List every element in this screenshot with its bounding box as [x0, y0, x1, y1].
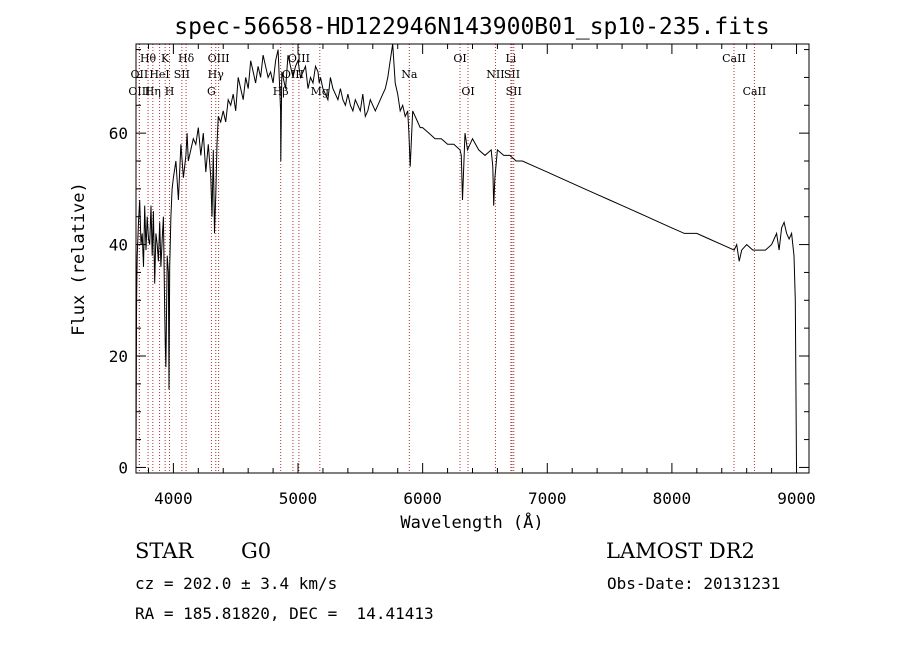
object-subclass: G0 [241, 539, 272, 563]
marker-label-12: Hβ [273, 85, 289, 98]
x-tick-label: 4000 [154, 489, 193, 508]
marker-label-23: CaII [722, 52, 746, 65]
y-axis-ticks: 0 20 40 60 [109, 49, 809, 477]
survey-name: LAMOST DR2 [606, 539, 755, 563]
marker-label-5: Hη [145, 85, 161, 98]
marker-label-6: SII [174, 68, 190, 81]
marker-label-14: OIII [282, 68, 304, 81]
marker-label-2: OIII [128, 85, 150, 98]
x-tick-label: 5000 [279, 489, 318, 508]
object-class: STAR [135, 539, 194, 563]
marker-label-15: Mg [311, 85, 329, 98]
marker-label-8: Hδ [178, 52, 195, 65]
plot-frame [135, 43, 810, 474]
spectrum-line [135, 43, 797, 468]
x-tick-label: 8000 [653, 489, 692, 508]
y-tick-label: 40 [109, 236, 128, 255]
y-tick-label: 60 [109, 124, 128, 143]
marker-label-7: H [165, 85, 175, 98]
marker-label-0: Hθ [140, 52, 157, 65]
x-tick-label: 7000 [528, 489, 567, 508]
coordinates: RA = 185.81820, DEC = 14.41413 [135, 604, 434, 623]
marker-label-22: SII [506, 85, 522, 98]
observation-date: Obs-Date: 20131231 [607, 574, 781, 593]
chart-title: spec-56658-HD122946N143900B01_sp10-235.f… [174, 14, 769, 40]
marker-label-24: CaII [743, 85, 767, 98]
marker-label-20: NII [486, 68, 504, 81]
marker-label-21: SII [504, 68, 520, 81]
marker-label-4: HeI [149, 68, 169, 81]
marker-label-17: OI [453, 52, 466, 65]
marker-label-9: OIII [208, 52, 230, 65]
marker-label-11: G [207, 85, 216, 98]
marker-label-10: Hγ [208, 68, 225, 81]
y-axis-label: Flux (relative) [69, 182, 89, 336]
marker-label-13: OIII [288, 52, 310, 65]
x-tick-label: 6000 [403, 489, 442, 508]
marker-label-3: K [161, 52, 170, 65]
marker-label-16: Na [401, 68, 418, 81]
marker-label-19: Li [505, 52, 516, 65]
y-tick-label: 20 [109, 347, 128, 366]
x-axis-ticks: 4000 5000 6000 7000 8000 9000 [147, 44, 816, 508]
marker-label-18: OI [461, 85, 474, 98]
x-axis-label: Wavelength (Å) [400, 511, 543, 533]
redshift-velocity: cz = 202.0 ± 3.4 km/s [135, 574, 338, 593]
y-tick-label: 0 [118, 458, 128, 477]
x-tick-label: 9000 [777, 489, 816, 508]
